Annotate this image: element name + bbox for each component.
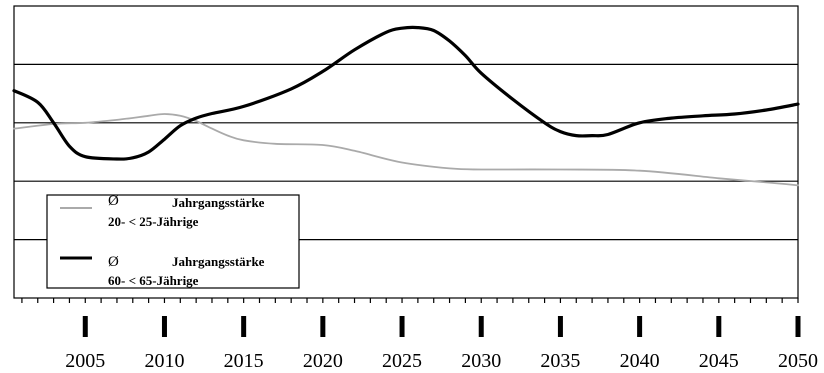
- year-marker-2030: [478, 316, 484, 337]
- year-marker-2020: [320, 316, 326, 337]
- x-axis-labels: 2005 2010 2015 2020 2025 2030 2035 2040 2045 2050: [65, 350, 818, 372]
- minor-ticks: [21, 298, 799, 303]
- plot-frame: [13, 5, 799, 299]
- legend-label-series-1-line2: 20- < 25-Jährige: [108, 214, 199, 229]
- x-tick-label-2035: 2035: [540, 350, 580, 372]
- legend-symbol-series-2: Ø: [108, 254, 119, 270]
- year-marker-2045: [716, 316, 722, 337]
- x-tick-label-2040: 2040: [620, 350, 660, 372]
- legend-symbol-series-1: Ø: [108, 193, 119, 209]
- x-tick-label-2020: 2020: [303, 350, 343, 372]
- x-tick-label-2030: 2030: [461, 350, 501, 372]
- year-marker-2015: [241, 316, 247, 337]
- x-tick-label-2015: 2015: [224, 350, 264, 372]
- legend-label-series-2-line2: 60- < 65-Jährige: [108, 273, 199, 288]
- legend-label-series-2-line1: Jahrgangsstärke: [172, 254, 265, 269]
- year-marker-2040: [637, 316, 643, 337]
- legend: Ø Jahrgangsstärke 20- < 25-Jährige Ø Jah…: [46, 193, 300, 289]
- gridlines: [14, 63, 798, 241]
- year-marker-2035: [557, 316, 563, 337]
- year-marker-2005: [82, 316, 88, 337]
- year-marker-2050: [795, 316, 801, 337]
- series-line-2: [12, 25, 800, 161]
- x-tick-label-2045: 2045: [699, 350, 739, 372]
- year-marker-2010: [161, 316, 167, 337]
- series-lines: [12, 25, 800, 187]
- x-tick-label-2025: 2025: [382, 350, 422, 372]
- legend-label-series-1-line1: Jahrgangsstärke: [172, 195, 265, 210]
- x-tick-label-2010: 2010: [144, 350, 184, 372]
- year-markers: [82, 316, 801, 337]
- x-tick-label-2050: 2050: [778, 350, 818, 372]
- series-line-1: [13, 113, 799, 187]
- x-tick-label-2005: 2005: [65, 350, 105, 372]
- year-marker-2025: [399, 316, 405, 337]
- legend-box: [46, 194, 300, 289]
- plot-border: [13, 5, 799, 299]
